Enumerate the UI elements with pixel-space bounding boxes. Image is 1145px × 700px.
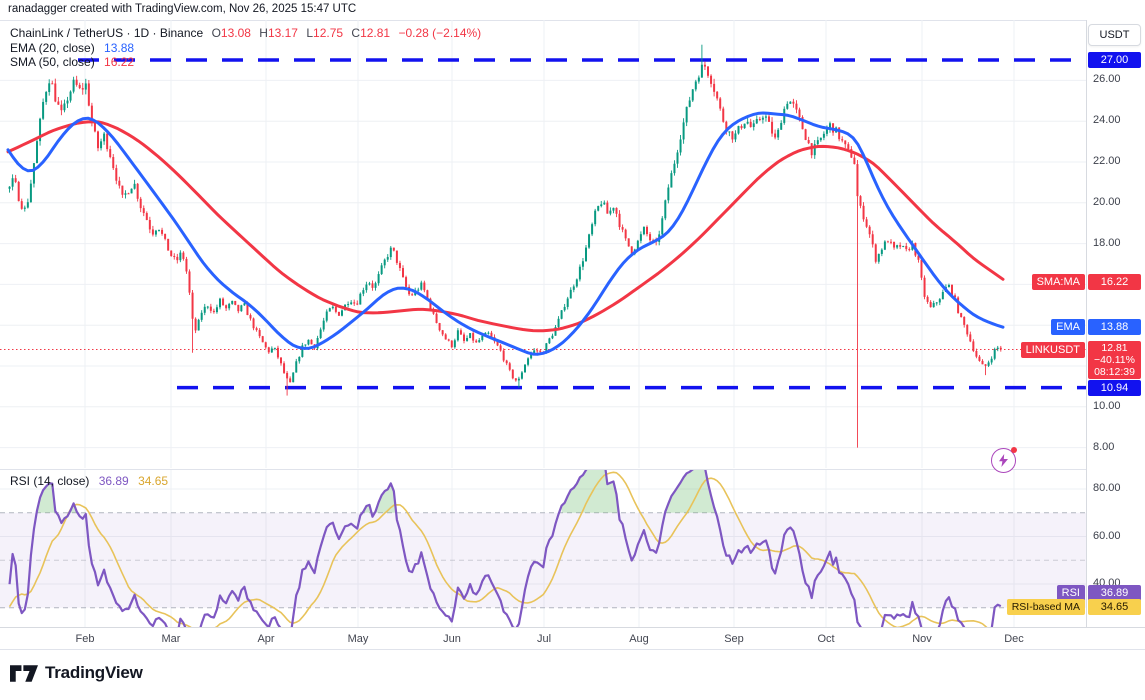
sma-legend-row[interactable]: SMA (50, close) 16.22 [10, 55, 134, 69]
last-price-badge: 12.81 −40.11% 08:12:39 [1088, 341, 1141, 379]
price-tick-label: 26.00 [1093, 73, 1121, 86]
month-label: Nov [912, 633, 932, 645]
sma-line[interactable] [6, 120, 1005, 333]
rsi-axis-label: RSI [1056, 585, 1085, 601]
month-label: Aug [629, 633, 649, 645]
notification-dot [1011, 447, 1017, 453]
rsi-line[interactable] [8, 470, 1002, 627]
change-value: −0.28 (−2.14%) [398, 26, 482, 40]
sma-legend-label: SMA (50, close) [10, 55, 95, 69]
month-label: Apr [257, 633, 275, 645]
ema-legend-value: 13.88 [104, 41, 135, 55]
rsi-legend-row[interactable]: RSI (14, close) 36.89 34.65 [10, 474, 168, 488]
flash-events-button[interactable] [991, 447, 1017, 473]
price-tick-label: 22.00 [1093, 155, 1121, 167]
price-tick-label: 20.00 [1093, 195, 1121, 208]
pane-separator[interactable] [0, 469, 1086, 470]
rsi-ma-legend-value: 34.65 [138, 474, 169, 488]
high-label: H [259, 26, 268, 40]
attribution-text: ranadagger created with TradingView.com,… [8, 3, 357, 15]
month-label: Dec [1004, 633, 1024, 645]
support-level-badge: 10.94 [1088, 380, 1141, 396]
month-label: Oct [817, 633, 835, 645]
ema-legend-label: EMA (20, close) [10, 41, 95, 55]
price-tick-label: 18.00 [1093, 236, 1121, 249]
currency-toggle-button[interactable]: USDT [1088, 24, 1141, 46]
ema-axis-label: EMA [1051, 319, 1085, 335]
month-label: Jun [443, 633, 461, 645]
rsi-pane[interactable] [0, 470, 1086, 627]
rsi-ma-line[interactable] [8, 471, 1001, 627]
price-tick-label: 10.00 [1093, 399, 1121, 412]
low-label: L [306, 26, 314, 40]
symbol-legend-row[interactable]: ChainLink / TetherUS · 1D · Binance O13.… [10, 26, 481, 40]
bar-countdown: 08:12:39 [1094, 366, 1135, 378]
last-price-value: 12.81 [1101, 342, 1128, 354]
tradingview-logo[interactable]: TradingView [10, 663, 143, 683]
time-axis[interactable]: Feb Mar Apr May Jun Jul Aug Sep Oct Nov Dec [0, 627, 1145, 650]
sma-legend-value: 16.22 [104, 55, 135, 69]
close-value: 12.81 [360, 26, 391, 40]
month-label: Feb [75, 633, 95, 645]
low-value: 12.75 [313, 26, 344, 40]
rsi-overbought-fill [561, 470, 620, 513]
main-price-pane[interactable] [0, 20, 1086, 468]
rsi-tick-label: 60.00 [1093, 529, 1121, 542]
tradingview-mark-icon [10, 664, 38, 682]
rsi-axis-value: 36.89 [1088, 585, 1141, 601]
rsi-ma-axis-value: 34.65 [1088, 599, 1141, 615]
price-tick-label: 8.00 [1093, 440, 1115, 453]
rsi-legend-value: 36.89 [98, 474, 129, 488]
ema-axis-value: 13.88 [1088, 319, 1141, 335]
high-value: 13.17 [267, 26, 298, 40]
tradingview-logo-text: TradingView [45, 663, 143, 682]
ema-legend-row[interactable]: EMA (20, close) 13.88 [10, 41, 134, 55]
sma-axis-value: 16.22 [1088, 274, 1141, 290]
rsi-legend-label: RSI (14, close) [10, 474, 90, 488]
month-label: Mar [161, 633, 181, 645]
month-label: May [347, 633, 369, 645]
rsi-ma-axis-label: RSI-based MA [1006, 599, 1085, 615]
month-label: Jul [536, 633, 552, 645]
symbol-title: ChainLink / TetherUS · 1D · Binance [10, 26, 204, 40]
resistance-level-badge: 27.00 [1088, 52, 1141, 68]
rsi-tick-label: 80.00 [1093, 482, 1121, 494]
close-label: C [351, 26, 361, 40]
rsi-overbought-fill [375, 483, 397, 513]
month-label: Sep [724, 633, 744, 645]
last-change-pct: −40.11% [1094, 354, 1135, 366]
symbol-axis-label: LINKUSDT [1020, 342, 1085, 358]
chart-widget [0, 20, 1145, 649]
lightning-bolt-icon [999, 454, 1008, 467]
sma-axis-label: SMA:MA [1031, 274, 1085, 290]
price-tick-label: 24.00 [1093, 114, 1121, 127]
ema-line[interactable] [6, 111, 1005, 356]
open-label: O [211, 26, 221, 40]
open-value: 13.08 [220, 26, 251, 40]
candles [8, 44, 1002, 448]
